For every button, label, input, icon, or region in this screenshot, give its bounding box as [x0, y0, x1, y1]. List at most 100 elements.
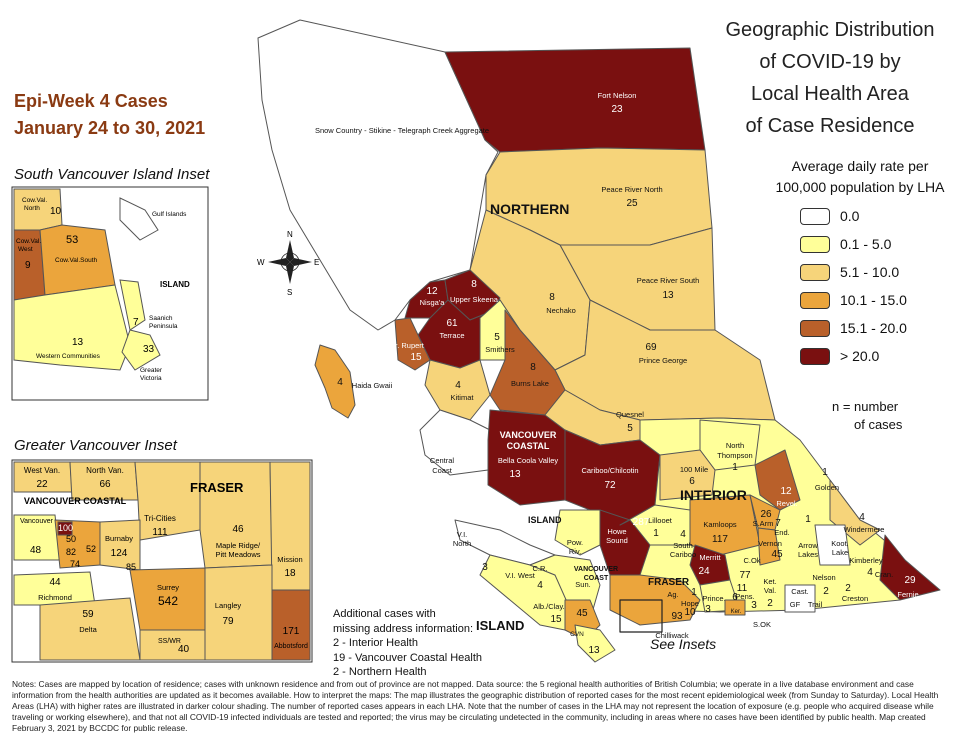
- lha-label: North Thompson: [717, 441, 752, 460]
- lha-label: Snow Country - Stikine - Telegraph Creek…: [315, 126, 489, 135]
- legend-label: 0.1 - 5.0: [840, 236, 892, 252]
- inset-label: Burnaby: [105, 534, 133, 543]
- saanich-line: Saanich: [149, 315, 173, 322]
- compass-s: S: [287, 288, 292, 297]
- saanich-line: Peninsula: [149, 323, 178, 330]
- bc-map: NORTHERN INTERIOR VANCOUVER COASTAL FRASE…: [11, 19, 941, 663]
- inset-count: 171: [283, 626, 300, 637]
- lha-count: 13: [588, 645, 600, 656]
- lha-label: Creston: [842, 594, 868, 603]
- inset-label: Saanich Peninsula: [149, 315, 178, 330]
- inset-lha-ss-wr: [139, 629, 206, 661]
- title-line-3: Local Health Area: [751, 83, 909, 105]
- lha-label: VANCOUVER: [574, 566, 618, 573]
- inset-count: 82: [66, 547, 76, 557]
- missing-title-line: Additional cases with: [333, 608, 436, 620]
- victoria-line: Victoria: [140, 375, 162, 382]
- lha-label: Fernie: [897, 590, 918, 599]
- cowval-west-line: Cow.Val.: [16, 238, 41, 245]
- title-line-4: of Case Residence: [745, 115, 915, 137]
- lha-count: 4: [859, 512, 865, 523]
- lha-count: 69: [645, 342, 657, 353]
- lha-label: Central Coast: [430, 456, 455, 475]
- lha-central-coast: [419, 409, 491, 476]
- lha-count: 10: [684, 607, 696, 618]
- lha-label: Prince George: [639, 356, 687, 365]
- lha-label: Quesnel: [616, 410, 644, 419]
- pow-riv-line: Pow.: [567, 538, 583, 547]
- south-cariboo-line: Cariboo: [670, 550, 696, 559]
- lha-count: 45: [771, 549, 783, 560]
- legend-label: 0.0: [840, 208, 860, 224]
- lha-count: 61: [446, 318, 458, 329]
- inset-count: 48: [30, 545, 42, 556]
- lha-label: Cran.: [875, 570, 893, 579]
- lha-count: 93: [671, 611, 683, 622]
- inset-island: [119, 197, 159, 241]
- epi-week-label: Epi-Week 4 Cases: [14, 91, 168, 111]
- inset-count: 124: [111, 548, 128, 559]
- lha-count: 6: [689, 476, 695, 487]
- lha-count: 4: [337, 377, 343, 388]
- compass-point: [286, 262, 294, 284]
- lha-count: 5: [494, 332, 500, 343]
- lha-count: 15: [410, 352, 422, 363]
- see-insets-label: See Insets: [650, 636, 717, 652]
- inset-count: 53: [66, 234, 78, 246]
- inset-label: Langley: [215, 601, 242, 610]
- date-range: January 24 to 30, 2021: [14, 118, 206, 138]
- ha-vancouver-coastal-line: COASTAL: [507, 441, 550, 451]
- lha-label: Kamloops: [703, 520, 737, 529]
- lha-label: Sun.: [575, 580, 590, 589]
- legend-item: 0.1 - 5.0: [800, 233, 891, 255]
- lha-label: GF: [790, 600, 801, 609]
- lha-count: 4: [537, 580, 543, 591]
- inset-count: 13: [72, 337, 84, 348]
- lha-count: 24: [698, 566, 710, 577]
- inset-label: Cow.Val.South: [55, 257, 98, 264]
- inset-lha-langley: [204, 564, 273, 661]
- koot-lake-line: Lake: [832, 548, 848, 557]
- inset-label: Cow.Val. West: [16, 238, 41, 253]
- inset-label: Mission: [277, 555, 302, 564]
- lha-label: S.OK: [753, 620, 771, 629]
- lha-count: 3: [751, 600, 757, 611]
- lha-count: 72: [604, 480, 616, 491]
- lha-label: Nelson: [812, 573, 835, 582]
- inset-lha-cowichan-south: [39, 224, 116, 296]
- inset-count: 79: [222, 616, 234, 627]
- lha-lillooet: [619, 504, 691, 546]
- vi-north-line: V.I.: [457, 530, 468, 539]
- inset-count: 18: [284, 568, 296, 579]
- lha-label: Lillooet: [648, 516, 673, 525]
- lha-count: 1: [732, 462, 738, 473]
- inset-label: SS/WR: [158, 638, 181, 645]
- vi-north-line: North: [453, 539, 471, 548]
- lha-count: 4: [680, 529, 686, 540]
- lha-count: 15: [550, 614, 562, 625]
- ha-vancouver-coastal-line: VANCOUVER: [500, 430, 557, 440]
- title-line-2: of COVID-19 by: [759, 51, 901, 73]
- lha-label: Cariboo/Chilcotin: [581, 466, 638, 475]
- howe-sound-line: Howe: [607, 527, 626, 536]
- inset-lha-greater-victoria: [121, 329, 161, 371]
- ket-val-line: Val.: [764, 586, 776, 595]
- inset-label: Western Communities: [36, 353, 101, 360]
- legend-item: 5.1 - 10.0: [800, 261, 899, 283]
- ha-interior: INTERIOR: [680, 487, 747, 503]
- lha-label: Nechako: [546, 306, 576, 315]
- lha-label: Koot. Lake: [831, 539, 849, 557]
- inset-count: 33: [143, 344, 155, 355]
- lha-count: 25: [626, 198, 638, 209]
- legend-swatch: [800, 291, 830, 309]
- lha-label: Trail: [808, 600, 823, 609]
- lha-label: End.: [774, 528, 789, 537]
- lha-count: 5: [627, 423, 633, 434]
- inset-count: 111: [152, 527, 168, 538]
- lha-label: COAST: [584, 575, 609, 582]
- lha-label: Upper Skeena: [450, 295, 499, 304]
- inset-lha-saanich: [119, 279, 146, 331]
- lha-count: 23: [611, 104, 623, 115]
- lha-label: S.Arm: [753, 519, 774, 528]
- lha-count: 6: [732, 592, 738, 603]
